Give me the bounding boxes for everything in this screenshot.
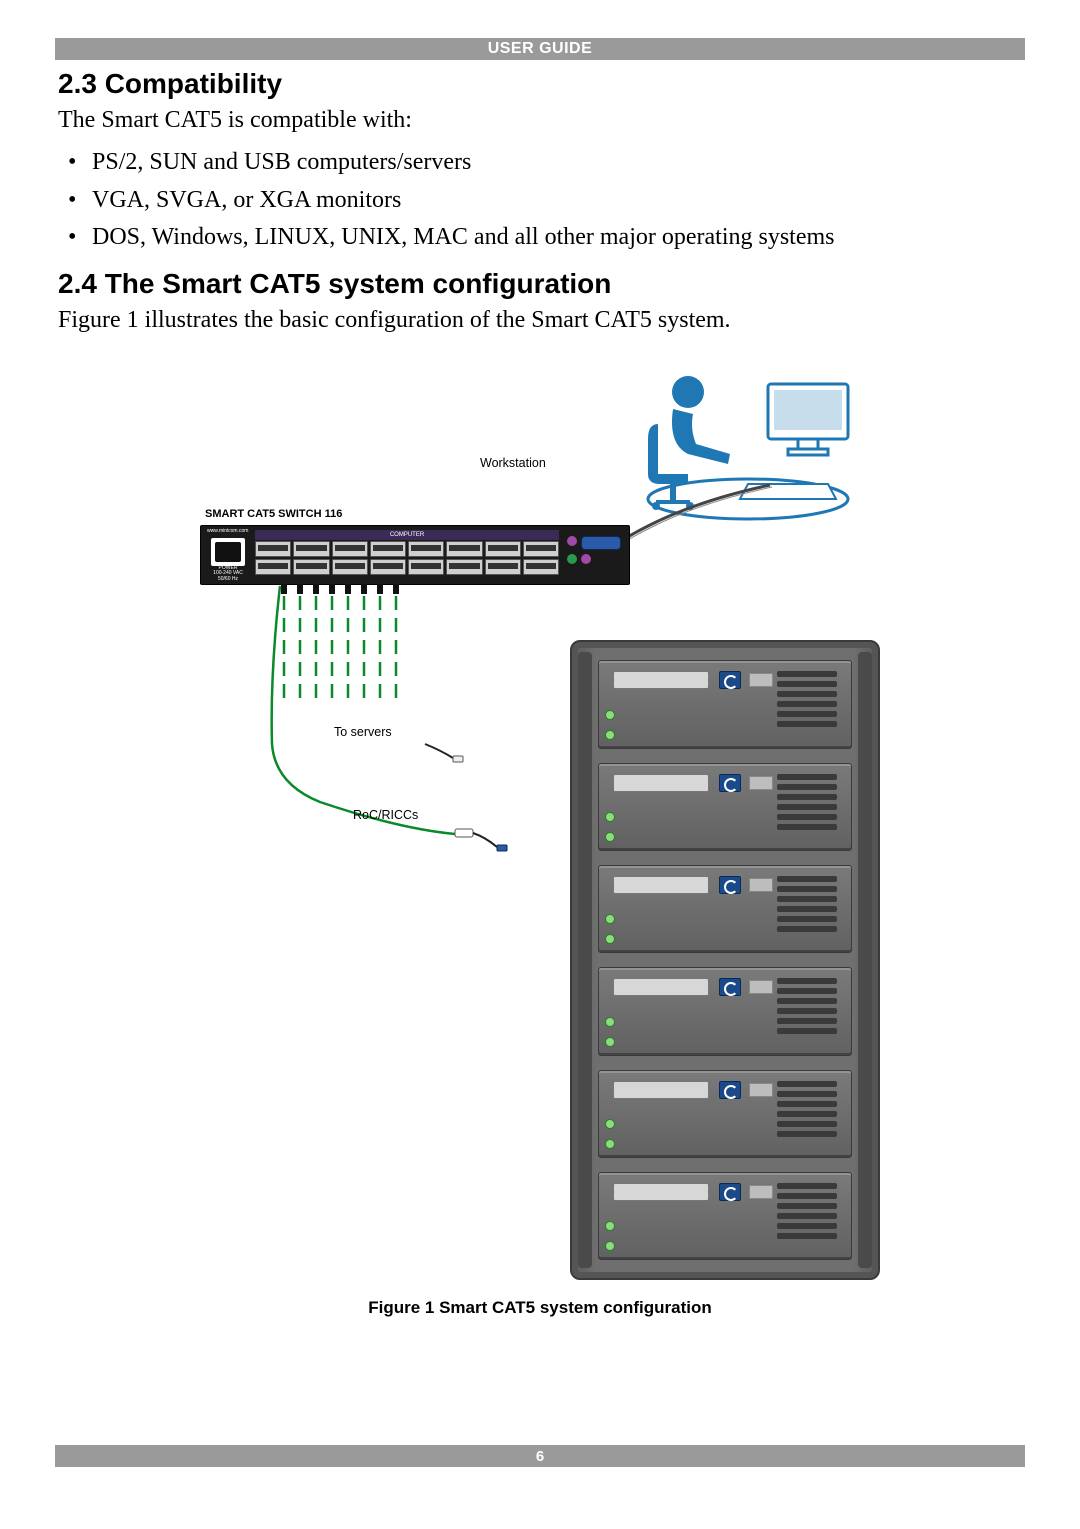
- switch-label: SMART CAT5 SWITCH 116: [205, 508, 342, 520]
- workstation-label: Workstation: [480, 456, 546, 470]
- rj45-port-icon: [255, 541, 291, 557]
- rj45-port-icon: [408, 559, 444, 575]
- switch-console-ports: [567, 536, 623, 576]
- server-badge-icon: [719, 1081, 741, 1099]
- vent-icon: [777, 774, 837, 836]
- server-badge-icon: [719, 876, 741, 894]
- ps2-port-icon: [567, 536, 577, 546]
- rj45-port-icon: [446, 559, 482, 575]
- drive-bay-icon: [613, 774, 709, 792]
- led-icon: [605, 730, 615, 740]
- server-badge-icon: [719, 774, 741, 792]
- server-unit: [598, 967, 852, 1055]
- floppy-icon: [749, 878, 773, 892]
- rj45-port-icon: [446, 541, 482, 557]
- server-badge-icon: [719, 978, 741, 996]
- server-unit: [598, 763, 852, 851]
- led-icon: [605, 1221, 615, 1231]
- header-bar: USER GUIDE: [55, 38, 1025, 60]
- vent-icon: [777, 1081, 837, 1143]
- rj45-port-icon: [523, 559, 559, 575]
- led-icon: [605, 1139, 615, 1149]
- vent-icon: [777, 876, 837, 938]
- floppy-icon: [749, 673, 773, 687]
- floppy-icon: [749, 980, 773, 994]
- server-unit: [598, 1070, 852, 1158]
- rj45-port-icon: [370, 559, 406, 575]
- vent-icon: [777, 671, 837, 733]
- switch-band-label: COMPUTER: [255, 530, 559, 540]
- compat-bullets: PS/2, SUN and USB computers/servers VGA,…: [58, 144, 1022, 256]
- led-icon: [605, 934, 615, 944]
- server-rack: [570, 640, 880, 1280]
- bullet-item: PS/2, SUN and USB computers/servers: [58, 144, 1022, 181]
- page-content: 2.3 Compatibility The Smart CAT5 is comp…: [58, 62, 1022, 1318]
- rj45-port-icon: [255, 559, 291, 575]
- server-unit: [598, 660, 852, 748]
- floppy-icon: [749, 1185, 773, 1199]
- ps2-port-icon: [581, 554, 591, 564]
- vent-icon: [777, 978, 837, 1040]
- server-badge-icon: [719, 1183, 741, 1201]
- rj45-port-icon: [485, 541, 521, 557]
- led-icon: [605, 1017, 615, 1027]
- drive-bay-icon: [613, 1183, 709, 1201]
- section-config-heading: 2.4 The Smart CAT5 system configuration: [58, 268, 1022, 300]
- footer-bar: 6: [55, 1445, 1025, 1467]
- rj45-port-icon: [485, 559, 521, 575]
- bullet-item: VGA, SVGA, or XGA monitors: [58, 182, 1022, 219]
- rj45-port-icon: [408, 541, 444, 557]
- led-icon: [605, 1037, 615, 1047]
- server-unit: [598, 865, 852, 953]
- led-icon: [605, 1241, 615, 1251]
- switch-url: www.minicom.com: [207, 528, 248, 534]
- drive-bay-icon: [613, 1081, 709, 1099]
- header-title: USER GUIDE: [488, 40, 593, 58]
- compat-intro: The Smart CAT5 is compatible with:: [58, 104, 1022, 136]
- rj45-port-icon: [332, 541, 368, 557]
- vent-icon: [777, 1183, 837, 1245]
- ps2-port-icon: [567, 554, 577, 564]
- drive-bay-icon: [613, 671, 709, 689]
- power-socket-icon: [211, 538, 245, 566]
- roc-label: RoC/RICCs: [353, 808, 418, 822]
- power-spec: 100-240 VAC 50/60 Hz: [213, 570, 243, 582]
- rj45-port-icon: [293, 559, 329, 575]
- led-icon: [605, 914, 615, 924]
- section-compatibility-heading: 2.3 Compatibility: [58, 68, 1022, 100]
- rj45-port-icon: [332, 559, 368, 575]
- config-intro: Figure 1 illustrates the basic configura…: [58, 304, 1022, 336]
- led-icon: [605, 1119, 615, 1129]
- rj45-port-icon: [523, 541, 559, 557]
- to-servers-label: To servers: [334, 725, 392, 739]
- power-label: POWER 100-240 VAC 50/60 Hz: [207, 566, 249, 583]
- led-icon: [605, 832, 615, 842]
- floppy-icon: [749, 1083, 773, 1097]
- rj45-port-icon: [293, 541, 329, 557]
- switch-ports: [255, 541, 559, 575]
- page-number: 6: [536, 1448, 544, 1465]
- server-badge-icon: [719, 671, 741, 689]
- figure-1: Workstation SMART CAT5 SWITCH 116 www.mi…: [200, 350, 880, 1290]
- figure-caption: Figure 1 Smart CAT5 system configuration: [58, 1298, 1022, 1318]
- led-icon: [605, 710, 615, 720]
- vga-port-icon: [581, 536, 621, 550]
- server-unit: [598, 1172, 852, 1260]
- bullet-item: DOS, Windows, LINUX, UNIX, MAC and all o…: [58, 219, 1022, 256]
- drive-bay-icon: [613, 978, 709, 996]
- led-icon: [605, 812, 615, 822]
- drive-bay-icon: [613, 876, 709, 894]
- kvm-switch: www.minicom.com POWER 100-240 VAC 50/60 …: [200, 525, 630, 585]
- floppy-icon: [749, 776, 773, 790]
- rj45-port-icon: [370, 541, 406, 557]
